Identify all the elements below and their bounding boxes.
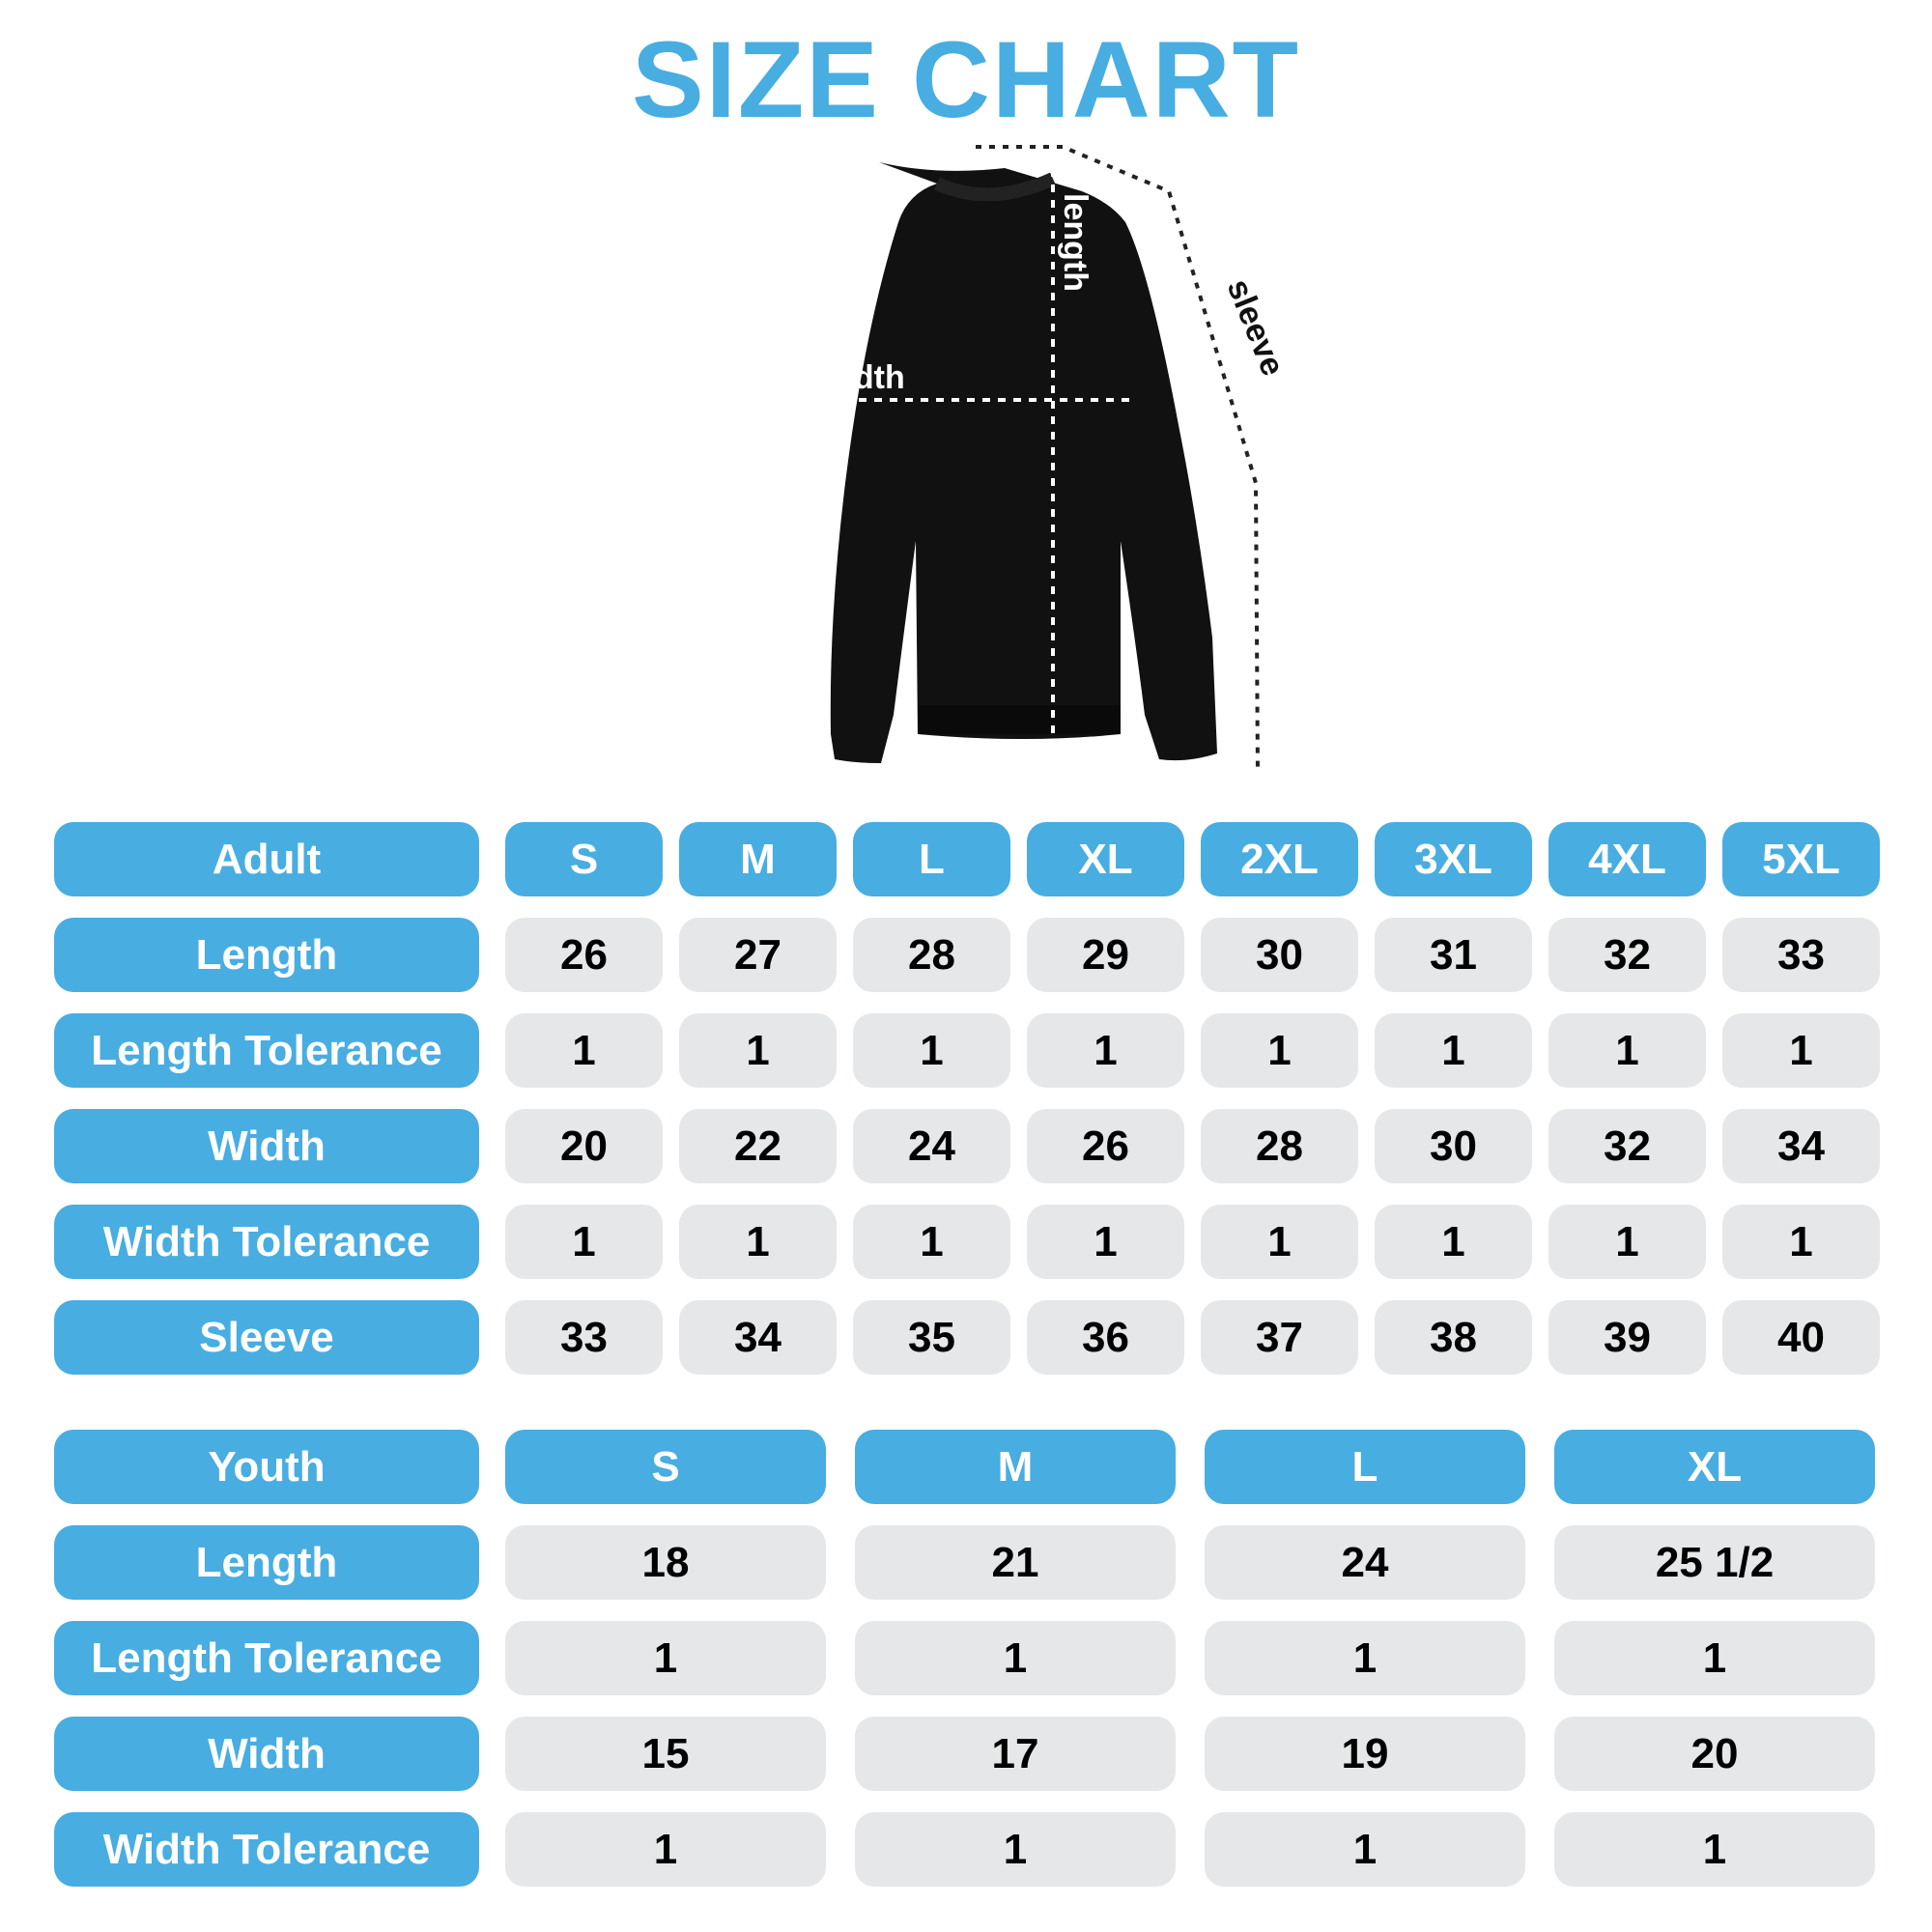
row-label: Width Tolerance bbox=[54, 1812, 479, 1887]
size-header-4xl: 4XL bbox=[1548, 822, 1706, 896]
size-header-l: L bbox=[1205, 1430, 1525, 1504]
size-header-5xl: 5XL bbox=[1722, 822, 1880, 896]
table-cell: 33 bbox=[505, 1300, 663, 1375]
table-cell: 37 bbox=[1201, 1300, 1358, 1375]
youth-header-label: Youth bbox=[54, 1430, 479, 1504]
table-cell: 1 bbox=[855, 1621, 1176, 1695]
table-cell: 34 bbox=[679, 1300, 837, 1375]
table-cell: 1 bbox=[1554, 1621, 1875, 1695]
row-label: Length bbox=[54, 1525, 479, 1600]
table-cell: 26 bbox=[505, 918, 663, 992]
table-cell: 39 bbox=[1548, 1300, 1706, 1375]
row-label: Width bbox=[54, 1717, 479, 1791]
table-cell: 26 bbox=[1027, 1109, 1184, 1183]
table-cell: 24 bbox=[1205, 1525, 1525, 1600]
size-header-3xl: 3XL bbox=[1375, 822, 1532, 896]
sweater-diagram: width length sleeve bbox=[797, 145, 1292, 774]
size-header-s: S bbox=[505, 1430, 826, 1504]
table-cell: 30 bbox=[1375, 1109, 1532, 1183]
table-cell: 1 bbox=[505, 1812, 826, 1887]
row-label: Width Tolerance bbox=[54, 1205, 479, 1279]
table-cell: 1 bbox=[1375, 1013, 1532, 1088]
table-cell: 40 bbox=[1722, 1300, 1880, 1375]
table-cell: 36 bbox=[1027, 1300, 1184, 1375]
table-cell: 32 bbox=[1548, 1109, 1706, 1183]
table-cell: 25 1/2 bbox=[1554, 1525, 1875, 1600]
table-cell: 33 bbox=[1722, 918, 1880, 992]
table-cell: 21 bbox=[855, 1525, 1176, 1600]
table-cell: 1 bbox=[1205, 1621, 1525, 1695]
table-cell: 1 bbox=[1722, 1205, 1880, 1279]
table-cell: 38 bbox=[1375, 1300, 1532, 1375]
table-cell: 18 bbox=[505, 1525, 826, 1600]
table-cell: 1 bbox=[1554, 1812, 1875, 1887]
table-cell: 1 bbox=[1027, 1013, 1184, 1088]
table-cell: 15 bbox=[505, 1717, 826, 1791]
table-cell: 17 bbox=[855, 1717, 1176, 1791]
sleeve-line bbox=[976, 145, 1260, 774]
table-cell: 35 bbox=[853, 1300, 1010, 1375]
size-header-l: L bbox=[853, 822, 1010, 896]
size-header-m: M bbox=[679, 822, 837, 896]
table-cell: 1 bbox=[1548, 1205, 1706, 1279]
sleeve-label: sleeve bbox=[1220, 274, 1292, 382]
table-cell: 19 bbox=[1205, 1717, 1525, 1791]
width-label: width bbox=[818, 359, 905, 396]
table-cell: 20 bbox=[505, 1109, 663, 1183]
table-cell: 24 bbox=[853, 1109, 1010, 1183]
table-cell: 1 bbox=[505, 1013, 663, 1088]
table-cell: 1 bbox=[679, 1013, 837, 1088]
table-cell: 1 bbox=[1548, 1013, 1706, 1088]
table-cell: 1 bbox=[505, 1205, 663, 1279]
table-cell: 28 bbox=[1201, 1109, 1358, 1183]
row-label: Width bbox=[54, 1109, 479, 1183]
table-cell: 29 bbox=[1027, 918, 1184, 992]
page-title: SIZE CHART bbox=[632, 19, 1300, 140]
table-cell: 1 bbox=[1375, 1205, 1532, 1279]
table-cell: 1 bbox=[853, 1013, 1010, 1088]
table-cell: 1 bbox=[1205, 1812, 1525, 1887]
row-label: Length Tolerance bbox=[54, 1013, 479, 1088]
table-cell: 1 bbox=[679, 1205, 837, 1279]
size-header-xl: XL bbox=[1554, 1430, 1875, 1504]
table-cell: 22 bbox=[679, 1109, 837, 1183]
length-label: length bbox=[1057, 193, 1094, 292]
size-header-s: S bbox=[505, 822, 663, 896]
size-header-m: M bbox=[855, 1430, 1176, 1504]
adult-header-label: Adult bbox=[54, 822, 479, 896]
table-cell: 32 bbox=[1548, 918, 1706, 992]
table-cell: 1 bbox=[505, 1621, 826, 1695]
table-cell: 30 bbox=[1201, 918, 1358, 992]
sweater-icon bbox=[830, 162, 1217, 763]
table-cell: 1 bbox=[1722, 1013, 1880, 1088]
size-header-2xl: 2XL bbox=[1201, 822, 1358, 896]
table-cell: 31 bbox=[1375, 918, 1532, 992]
row-label: Length Tolerance bbox=[54, 1621, 479, 1695]
table-cell: 1 bbox=[855, 1812, 1176, 1887]
table-cell: 1 bbox=[1201, 1013, 1358, 1088]
table-cell: 27 bbox=[679, 918, 837, 992]
table-cell: 1 bbox=[1027, 1205, 1184, 1279]
row-label: Length bbox=[54, 918, 479, 992]
table-cell: 34 bbox=[1722, 1109, 1880, 1183]
row-label: Sleeve bbox=[54, 1300, 479, 1375]
table-cell: 1 bbox=[1201, 1205, 1358, 1279]
table-cell: 20 bbox=[1554, 1717, 1875, 1791]
size-header-xl: XL bbox=[1027, 822, 1184, 896]
table-cell: 1 bbox=[853, 1205, 1010, 1279]
table-cell: 28 bbox=[853, 918, 1010, 992]
